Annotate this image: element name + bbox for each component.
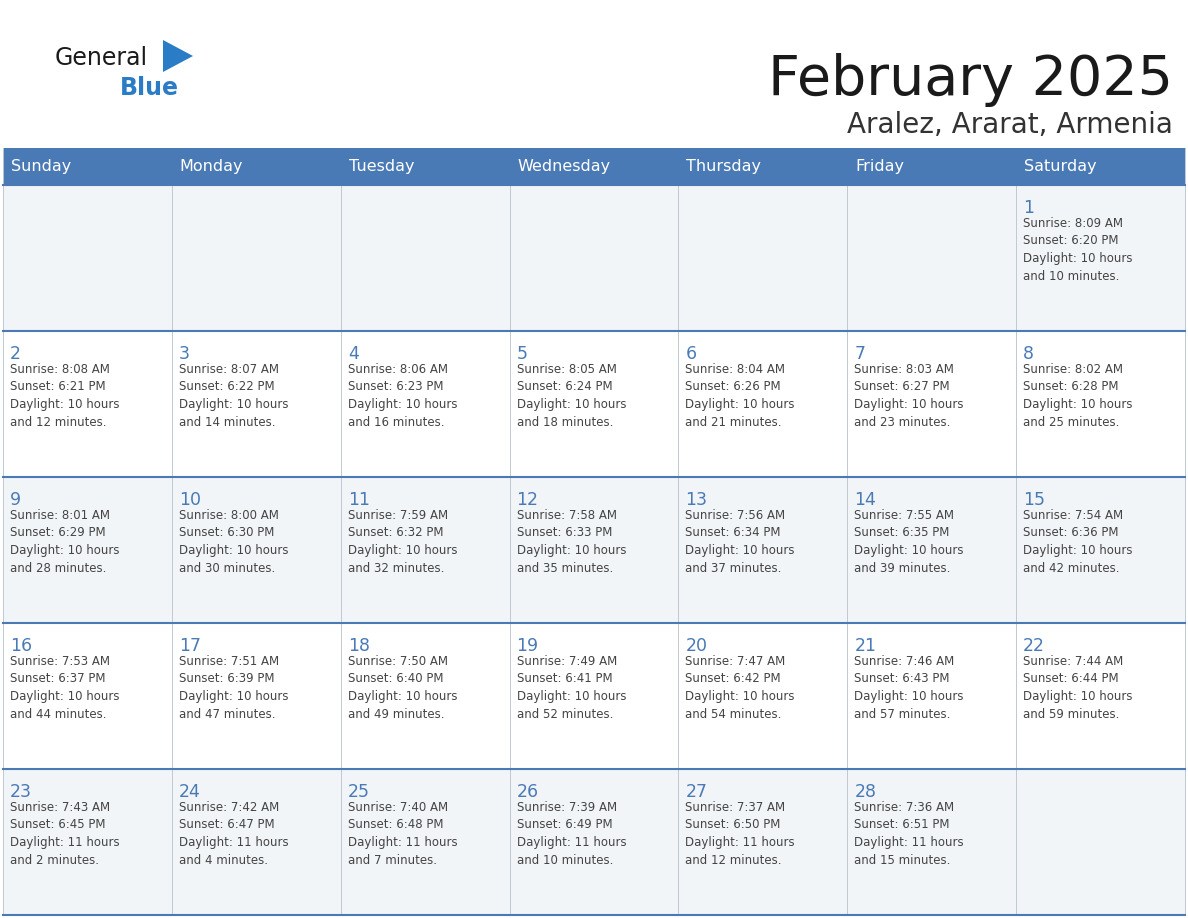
Text: 23: 23	[10, 783, 32, 801]
Text: Sunrise: 7:55 AM
Sunset: 6:35 PM
Daylight: 10 hours
and 39 minutes.: Sunrise: 7:55 AM Sunset: 6:35 PM Dayligh…	[854, 509, 963, 575]
Text: 28: 28	[854, 783, 877, 801]
Text: Sunrise: 7:51 AM
Sunset: 6:39 PM
Daylight: 10 hours
and 47 minutes.: Sunrise: 7:51 AM Sunset: 6:39 PM Dayligh…	[179, 655, 289, 721]
Text: 10: 10	[179, 491, 201, 509]
Text: 7: 7	[854, 345, 865, 363]
Text: 17: 17	[179, 637, 201, 655]
Text: Sunrise: 7:56 AM
Sunset: 6:34 PM
Daylight: 10 hours
and 37 minutes.: Sunrise: 7:56 AM Sunset: 6:34 PM Dayligh…	[685, 509, 795, 575]
Text: Sunday: Sunday	[11, 159, 71, 174]
Text: 4: 4	[348, 345, 359, 363]
Text: Sunrise: 8:09 AM
Sunset: 6:20 PM
Daylight: 10 hours
and 10 minutes.: Sunrise: 8:09 AM Sunset: 6:20 PM Dayligh…	[1023, 217, 1132, 283]
Text: Sunrise: 7:54 AM
Sunset: 6:36 PM
Daylight: 10 hours
and 42 minutes.: Sunrise: 7:54 AM Sunset: 6:36 PM Dayligh…	[1023, 509, 1132, 575]
Text: Sunrise: 7:39 AM
Sunset: 6:49 PM
Daylight: 11 hours
and 10 minutes.: Sunrise: 7:39 AM Sunset: 6:49 PM Dayligh…	[517, 801, 626, 867]
Text: 12: 12	[517, 491, 538, 509]
Text: Sunrise: 7:42 AM
Sunset: 6:47 PM
Daylight: 11 hours
and 4 minutes.: Sunrise: 7:42 AM Sunset: 6:47 PM Dayligh…	[179, 801, 289, 867]
Text: Sunrise: 7:40 AM
Sunset: 6:48 PM
Daylight: 11 hours
and 7 minutes.: Sunrise: 7:40 AM Sunset: 6:48 PM Dayligh…	[348, 801, 457, 867]
Text: 1: 1	[1023, 199, 1034, 217]
Bar	[4, 769, 1184, 915]
Polygon shape	[163, 40, 192, 72]
Text: Sunrise: 8:03 AM
Sunset: 6:27 PM
Daylight: 10 hours
and 23 minutes.: Sunrise: 8:03 AM Sunset: 6:27 PM Dayligh…	[854, 363, 963, 429]
Text: 15: 15	[1023, 491, 1045, 509]
Bar	[4, 185, 1184, 331]
Text: Sunrise: 7:46 AM
Sunset: 6:43 PM
Daylight: 10 hours
and 57 minutes.: Sunrise: 7:46 AM Sunset: 6:43 PM Dayligh…	[854, 655, 963, 721]
Text: Blue: Blue	[120, 76, 179, 100]
Text: 16: 16	[10, 637, 32, 655]
Text: Sunrise: 7:43 AM
Sunset: 6:45 PM
Daylight: 11 hours
and 2 minutes.: Sunrise: 7:43 AM Sunset: 6:45 PM Dayligh…	[10, 801, 120, 867]
Text: Saturday: Saturday	[1024, 159, 1097, 174]
Text: 11: 11	[348, 491, 369, 509]
Text: 18: 18	[348, 637, 369, 655]
Text: Sunrise: 8:06 AM
Sunset: 6:23 PM
Daylight: 10 hours
and 16 minutes.: Sunrise: 8:06 AM Sunset: 6:23 PM Dayligh…	[348, 363, 457, 429]
Text: 19: 19	[517, 637, 538, 655]
Text: 3: 3	[179, 345, 190, 363]
Text: Thursday: Thursday	[687, 159, 762, 174]
Text: 26: 26	[517, 783, 538, 801]
Text: Aralez, Ararat, Armenia: Aralez, Ararat, Armenia	[847, 111, 1173, 139]
Text: February 2025: February 2025	[767, 53, 1173, 107]
Text: Sunrise: 8:04 AM
Sunset: 6:26 PM
Daylight: 10 hours
and 21 minutes.: Sunrise: 8:04 AM Sunset: 6:26 PM Dayligh…	[685, 363, 795, 429]
Bar	[4, 623, 1184, 769]
Text: Sunrise: 7:49 AM
Sunset: 6:41 PM
Daylight: 10 hours
and 52 minutes.: Sunrise: 7:49 AM Sunset: 6:41 PM Dayligh…	[517, 655, 626, 721]
Text: Monday: Monday	[179, 159, 244, 174]
Text: 13: 13	[685, 491, 707, 509]
Text: Sunrise: 8:05 AM
Sunset: 6:24 PM
Daylight: 10 hours
and 18 minutes.: Sunrise: 8:05 AM Sunset: 6:24 PM Dayligh…	[517, 363, 626, 429]
Text: Sunrise: 7:47 AM
Sunset: 6:42 PM
Daylight: 10 hours
and 54 minutes.: Sunrise: 7:47 AM Sunset: 6:42 PM Dayligh…	[685, 655, 795, 721]
Text: 21: 21	[854, 637, 877, 655]
Text: Sunrise: 7:50 AM
Sunset: 6:40 PM
Daylight: 10 hours
and 49 minutes.: Sunrise: 7:50 AM Sunset: 6:40 PM Dayligh…	[348, 655, 457, 721]
Text: Sunrise: 7:36 AM
Sunset: 6:51 PM
Daylight: 11 hours
and 15 minutes.: Sunrise: 7:36 AM Sunset: 6:51 PM Dayligh…	[854, 801, 963, 867]
Text: 2: 2	[10, 345, 21, 363]
Text: 20: 20	[685, 637, 707, 655]
Text: 27: 27	[685, 783, 707, 801]
Text: 8: 8	[1023, 345, 1034, 363]
Text: General: General	[55, 46, 148, 70]
Text: Wednesday: Wednesday	[518, 159, 611, 174]
Text: Sunrise: 7:44 AM
Sunset: 6:44 PM
Daylight: 10 hours
and 59 minutes.: Sunrise: 7:44 AM Sunset: 6:44 PM Dayligh…	[1023, 655, 1132, 721]
Text: 22: 22	[1023, 637, 1045, 655]
Bar	[4, 331, 1184, 477]
Text: 25: 25	[348, 783, 369, 801]
Text: Sunrise: 7:53 AM
Sunset: 6:37 PM
Daylight: 10 hours
and 44 minutes.: Sunrise: 7:53 AM Sunset: 6:37 PM Dayligh…	[10, 655, 120, 721]
Text: Sunrise: 8:07 AM
Sunset: 6:22 PM
Daylight: 10 hours
and 14 minutes.: Sunrise: 8:07 AM Sunset: 6:22 PM Dayligh…	[179, 363, 289, 429]
Text: Sunrise: 7:59 AM
Sunset: 6:32 PM
Daylight: 10 hours
and 32 minutes.: Sunrise: 7:59 AM Sunset: 6:32 PM Dayligh…	[348, 509, 457, 575]
Text: Sunrise: 8:02 AM
Sunset: 6:28 PM
Daylight: 10 hours
and 25 minutes.: Sunrise: 8:02 AM Sunset: 6:28 PM Dayligh…	[1023, 363, 1132, 429]
Text: Friday: Friday	[855, 159, 904, 174]
Bar	[4, 148, 1184, 185]
Bar	[4, 477, 1184, 623]
Text: 24: 24	[179, 783, 201, 801]
Text: Sunrise: 7:58 AM
Sunset: 6:33 PM
Daylight: 10 hours
and 35 minutes.: Sunrise: 7:58 AM Sunset: 6:33 PM Dayligh…	[517, 509, 626, 575]
Text: Sunrise: 7:37 AM
Sunset: 6:50 PM
Daylight: 11 hours
and 12 minutes.: Sunrise: 7:37 AM Sunset: 6:50 PM Dayligh…	[685, 801, 795, 867]
Text: Sunrise: 8:08 AM
Sunset: 6:21 PM
Daylight: 10 hours
and 12 minutes.: Sunrise: 8:08 AM Sunset: 6:21 PM Dayligh…	[10, 363, 120, 429]
Text: Tuesday: Tuesday	[349, 159, 415, 174]
Text: 5: 5	[517, 345, 527, 363]
Text: Sunrise: 8:00 AM
Sunset: 6:30 PM
Daylight: 10 hours
and 30 minutes.: Sunrise: 8:00 AM Sunset: 6:30 PM Dayligh…	[179, 509, 289, 575]
Text: 6: 6	[685, 345, 696, 363]
Text: Sunrise: 8:01 AM
Sunset: 6:29 PM
Daylight: 10 hours
and 28 minutes.: Sunrise: 8:01 AM Sunset: 6:29 PM Dayligh…	[10, 509, 120, 575]
Text: 9: 9	[10, 491, 21, 509]
Text: 14: 14	[854, 491, 877, 509]
